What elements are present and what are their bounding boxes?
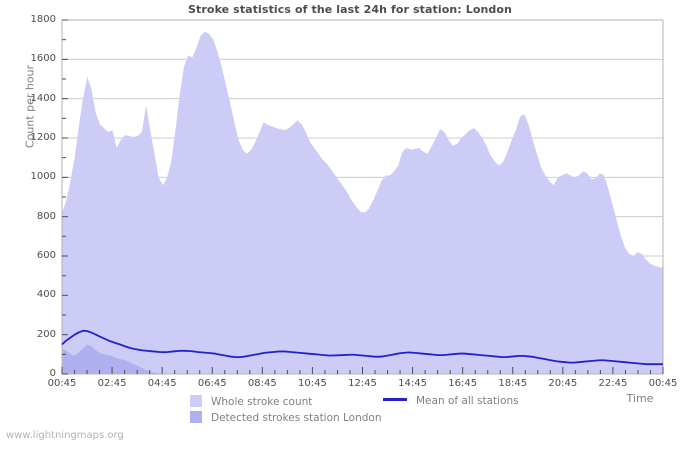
legend-label-detected-strokes-london: Detected strokes station London (211, 412, 382, 424)
x-tick-label: 14:45 (398, 378, 427, 389)
legend-item-whole-stroke-count: Whole stroke count (190, 395, 312, 408)
x-tick-label: 08:45 (247, 378, 277, 389)
x-tick-label: 22:45 (598, 378, 628, 389)
chart-legend: Whole stroke count Detected strokes stat… (0, 394, 700, 426)
y-tick-label: 800 (36, 210, 56, 222)
y-tick-label: 0 (49, 368, 56, 379)
y-tick-label: 1800 (30, 14, 56, 25)
x-tick-label: 20:45 (548, 378, 578, 389)
chart-title: Stroke statistics of the last 24h for st… (188, 3, 512, 16)
footer-url: www.lightningmaps.org (6, 430, 124, 441)
legend-line-mean-of-all-stations (383, 398, 407, 401)
x-tick-label: 12:45 (348, 378, 377, 389)
x-axis-label: Time (626, 392, 654, 405)
y-tick-label: 400 (36, 289, 56, 301)
x-tick-label: 00:45 (47, 378, 77, 389)
legend-item-detected-strokes-london: Detected strokes station London (190, 411, 382, 424)
legend-label-whole-stroke-count: Whole stroke count (211, 396, 313, 408)
y-tick-label: 1000 (30, 171, 56, 183)
x-tick-label: 16:45 (448, 378, 478, 389)
legend-swatch-detected-strokes-london (190, 411, 202, 423)
y-axis-label: Count per hour (23, 64, 37, 149)
x-tick-label: 02:45 (97, 378, 127, 389)
legend-swatch-whole-stroke-count (190, 395, 202, 407)
legend-label-mean-of-all-stations: Mean of all stations (416, 395, 519, 407)
x-tick-label: 18:45 (498, 378, 528, 389)
legend-item-mean-of-all-stations: Mean of all stations (383, 395, 519, 407)
y-tick-label: 1200 (30, 132, 56, 143)
x-tick-label: 06:45 (197, 378, 227, 389)
y-tick-label: 200 (36, 328, 56, 340)
x-tick-label: 04:45 (147, 378, 177, 389)
y-tick-label: 1600 (30, 53, 56, 65)
x-tick-label: 00:45 (648, 378, 678, 389)
y-tick-label: 1400 (30, 92, 56, 104)
y-tick-label: 600 (36, 250, 56, 261)
x-tick-label: 10:45 (297, 378, 327, 389)
